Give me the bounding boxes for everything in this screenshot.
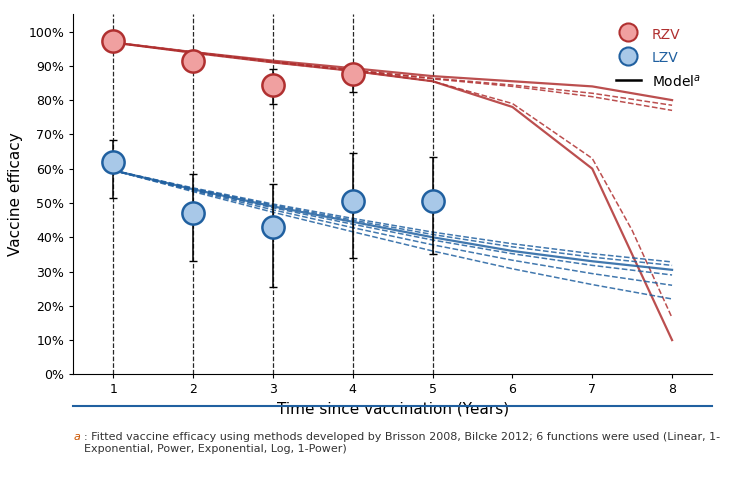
Text: a: a	[73, 432, 80, 442]
X-axis label: Time since vaccination (Years): Time since vaccination (Years)	[277, 402, 509, 417]
Text: : Fitted vaccine efficacy using methods developed by Brisson 2008, Bilcke 2012; : : Fitted vaccine efficacy using methods …	[84, 432, 721, 454]
Legend: RZV, LZV, Model$^a$: RZV, LZV, Model$^a$	[611, 21, 705, 95]
Y-axis label: Vaccine efficacy: Vaccine efficacy	[8, 132, 23, 256]
